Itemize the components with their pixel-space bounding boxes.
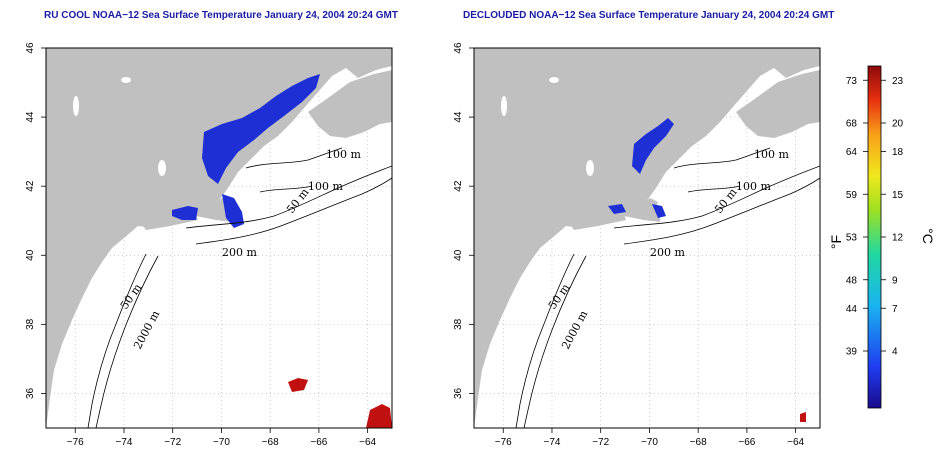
sst-cold-patch [632,118,674,174]
x-tick-label: −74 [543,437,560,448]
lake [501,96,507,116]
fahrenheit-label: °F [828,235,844,249]
x-axis: −76 −74 −72 −70 −68 −66 −64 [495,428,805,448]
y-tick-label: 46 [453,42,464,54]
sst-warm-patch [288,378,308,392]
lake [549,77,559,83]
lake [586,160,594,176]
contour-label: 100 m [754,148,789,161]
sst-cold-patch [172,206,198,220]
land-cape-cod [640,198,658,214]
colorbar-label-fahrenheit: 73 [846,76,858,87]
x-tick-label: −76 [495,437,512,448]
land-mass [46,48,392,428]
colorbar-label-fahrenheit: 59 [846,190,858,201]
colorbar-label-fahrenheit: 53 [846,233,858,244]
y-tick-label: 38 [25,318,36,330]
colorbar-gradient [867,65,882,409]
x-axis: −76 −74 −72 −70 −68 −66 −64 [67,428,377,448]
x-tick-label: −68 [690,437,707,448]
colorbar-label-fahrenheit: 68 [846,119,858,130]
contour-label: 200 m [222,246,257,259]
contour-label: 100 m [308,180,343,193]
y-tick-label: 36 [25,387,36,399]
sst-cold-patch [652,204,666,218]
land-mass [474,48,820,428]
map-frame [473,47,821,429]
colorbar-label-celsius: 9 [892,275,898,286]
sst-warm-patch [366,404,392,428]
colorbar: 73 23 68 20 64 18 59 15 53 12 48 9 44 7 39 4 °F °C [828,65,936,409]
x-tick-label: −64 [787,437,804,448]
x-tick-label: −66 [738,437,755,448]
colorbar-label-fahrenheit: 44 [846,304,858,315]
x-tick-label: −74 [115,437,132,448]
lake [121,77,131,83]
y-tick-label: 40 [25,249,36,261]
colorbar-label-fahrenheit: 48 [846,275,858,286]
y-axis: 36 38 40 42 44 46 [25,42,46,399]
colorbar-label-fahrenheit: 39 [846,347,858,358]
sst-warm-patch [800,412,806,422]
celsius-label: °C [920,228,936,244]
land-nova-scotia [308,70,392,138]
x-tick-label: −70 [213,437,230,448]
colorbar-label-celsius: 7 [892,304,898,315]
lake [158,160,166,176]
colorbar-label-celsius: 20 [892,119,904,130]
land-long-island [570,214,626,230]
x-tick-label: −64 [359,437,376,448]
y-tick-label: 38 [453,318,464,330]
contour-label: 100 m [326,148,361,161]
map-title-right: DECLOUDED NOAA−12 Sea Surface Temperatur… [463,10,835,21]
contour-label: 100 m [736,180,771,193]
y-tick-label: 42 [453,180,464,192]
y-axis: 36 38 40 42 44 46 [453,42,474,399]
colorbar-label-celsius: 12 [892,233,904,244]
sst-cold-patch [222,194,244,228]
map-frame [45,47,393,429]
x-tick-label: −72 [164,437,181,448]
x-tick-label: −70 [641,437,658,448]
colorbar-label-celsius: 4 [892,347,898,358]
y-tick-label: 44 [25,111,36,123]
x-tick-label: −66 [310,437,327,448]
colorbar-label-fahrenheit: 64 [846,147,858,158]
map-title-left: RU COOL NOAA−12 Sea Surface Temperature … [44,10,398,21]
x-tick-label: −76 [67,437,84,448]
bathymetry-contours [87,147,392,428]
y-tick-label: 36 [453,387,464,399]
map-panel-left: −76 −74 −72 −70 −68 −66 −64 36 38 40 42 44 46 100 m… [25,42,393,448]
colorbar-label-celsius: 18 [892,147,904,158]
x-tick-label: −68 [262,437,279,448]
bathymetry-contours [515,147,820,428]
y-tick-label: 42 [25,180,36,192]
sst-cold-patch [202,74,320,184]
map-panel-right: −76 −74 −72 −70 −68 −66 −64 36 38 40 42 44 46 100 m… [453,42,821,448]
land-nova-scotia [736,70,820,138]
y-tick-label: 46 [25,42,36,54]
sst-cold-patch [608,204,626,214]
y-tick-label: 44 [453,111,464,123]
x-tick-label: −72 [592,437,609,448]
colorbar-label-celsius: 23 [892,76,904,87]
lake [73,96,79,116]
y-tick-label: 40 [453,249,464,261]
contour-label: 200 m [650,246,685,259]
colorbar-label-celsius: 15 [892,190,904,201]
